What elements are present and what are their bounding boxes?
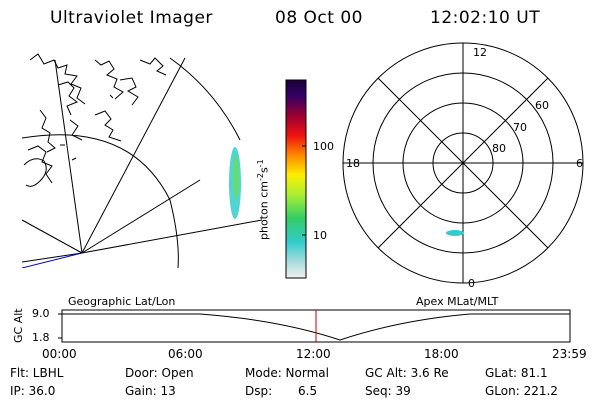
coastline-blue <box>22 252 83 268</box>
mlt-label-18: 18 <box>346 157 360 170</box>
mlt-label-0: 0 <box>468 277 475 290</box>
time-label: 12:02:10 UT <box>430 8 541 28</box>
y-tick-label-9: 9.0 <box>32 307 50 320</box>
timeline-left-title: Geographic Lat/Lon <box>68 295 176 308</box>
timeline-y-label: GC Alt <box>12 308 25 343</box>
mlat-label-70: 70 <box>513 121 527 134</box>
dsp-label: Dsp: <box>245 384 273 398</box>
meridian-line <box>22 252 83 263</box>
filter-info: Flt: LBHL <box>10 366 64 380</box>
colorbar <box>285 79 307 279</box>
x-tick-label: 18:00 <box>424 347 459 361</box>
x-tick-label: 12:00 <box>296 347 331 361</box>
coastline <box>27 53 167 184</box>
x-tick-label: 06:00 <box>168 347 203 361</box>
y-tick-label-1-8: 1.8 <box>32 331 50 344</box>
door-info: Door: Open <box>125 366 194 380</box>
seq-info: Seq: 39 <box>365 384 411 398</box>
mlt-label-6: 6 <box>576 157 583 170</box>
mlt-label-12: 12 <box>473 46 487 59</box>
coastline <box>23 158 47 187</box>
timeline-right-title: Apex MLat/MLT <box>416 295 499 308</box>
meridian-line <box>81 179 201 254</box>
dsp-value: 6.5 <box>298 384 318 398</box>
limb-arc <box>169 57 241 141</box>
mlt-diagonal <box>377 77 549 249</box>
polar-plot <box>342 42 584 284</box>
coastline <box>60 94 114 161</box>
date-label: 08 Oct 00 <box>275 8 363 28</box>
colorbar-label: photon cm-2s-1 <box>256 159 271 240</box>
altitude-curve <box>62 313 570 341</box>
x-tick-label: 23:59 <box>552 347 587 361</box>
gain-info: Gain: 13 <box>125 384 176 398</box>
mode-info: Mode: Normal <box>245 366 329 380</box>
meridian-line <box>22 219 83 254</box>
app-title: Ultraviolet Imager <box>50 8 213 28</box>
x-tick-label: 00:00 <box>42 347 77 361</box>
ip-info: IP: 36.0 <box>10 384 56 398</box>
polar-aurora <box>446 230 464 236</box>
colorbar-tick-label-100: 100 <box>313 140 334 153</box>
mlat-label-80: 80 <box>492 142 506 155</box>
glat-info: GLat: 81.1 <box>485 366 548 380</box>
meridian-line <box>54 59 83 254</box>
aurora-core <box>233 156 239 200</box>
colorbar-tick-label-10: 10 <box>313 229 327 242</box>
gc-alt-info: GC Alt: 3.6 Re <box>365 366 449 380</box>
glon-info: GLon: 221.2 <box>485 384 558 398</box>
meridian-line <box>81 219 262 254</box>
mlat-label-60: 60 <box>535 99 549 112</box>
latitude-circle <box>22 134 179 268</box>
